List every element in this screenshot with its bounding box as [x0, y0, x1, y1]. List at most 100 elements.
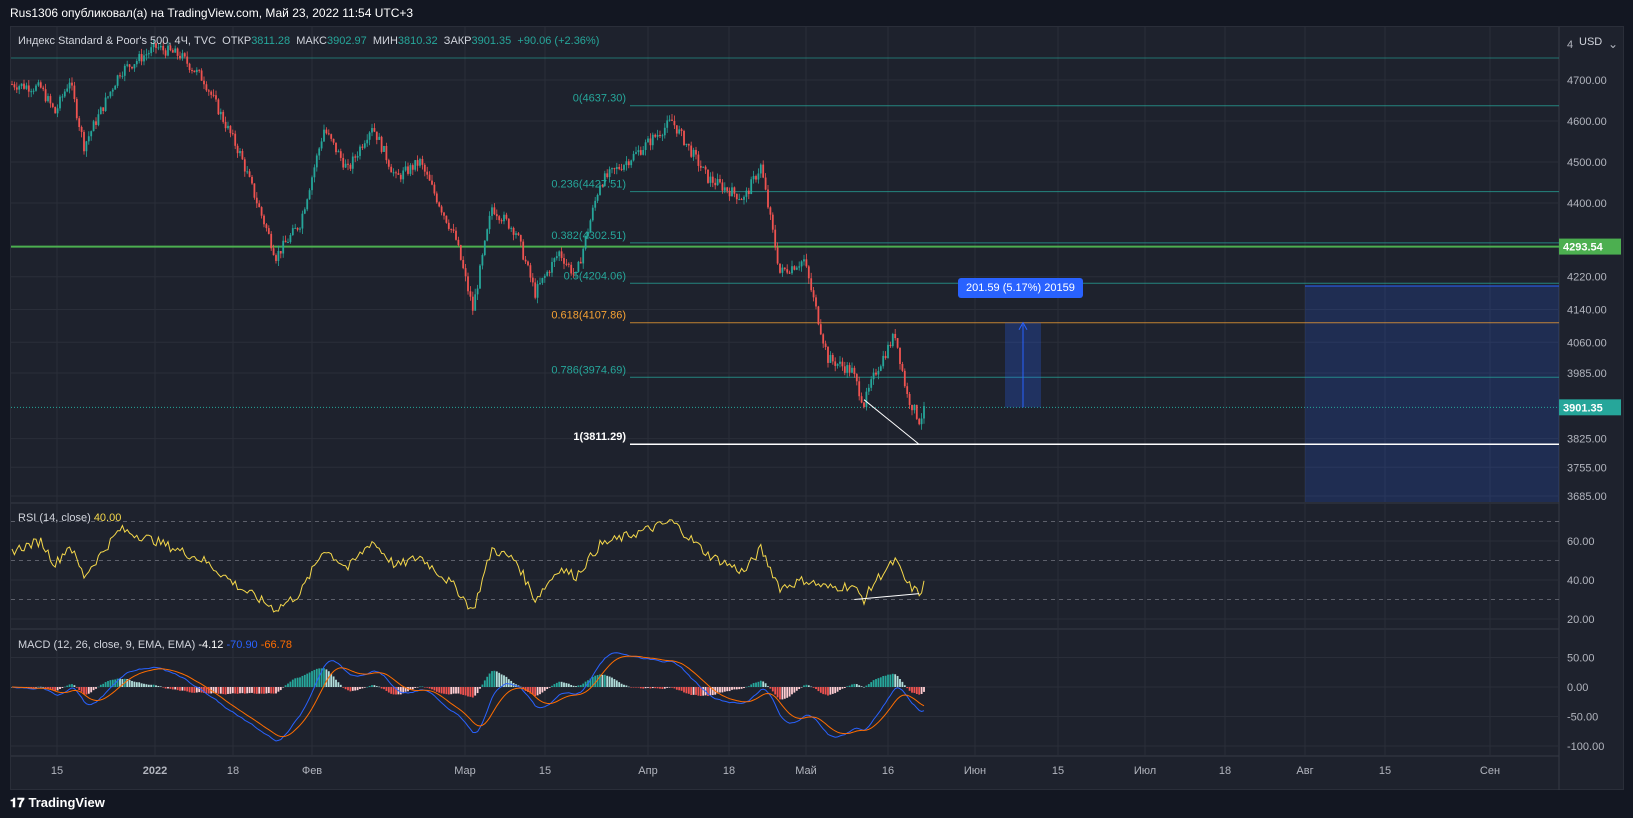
candle-body [560, 251, 563, 259]
currency-label[interactable]: USD [1579, 36, 1603, 48]
y-tick-label: 3985.00 [1567, 368, 1607, 380]
candle-body [73, 85, 76, 100]
macd-hist-bar [167, 687, 169, 689]
macd-hist-bar [611, 677, 613, 687]
macd-tick-label: 0.00 [1567, 682, 1588, 694]
candle-body [133, 64, 136, 69]
macd-hist-bar [354, 687, 357, 691]
legend-open: 3811.28 [251, 35, 291, 47]
candle-body [714, 182, 717, 186]
macd-hist-bar [236, 687, 239, 694]
candle-body [71, 82, 73, 86]
candle-body [853, 367, 856, 375]
macd-hist-bar [642, 687, 645, 689]
candle-body [239, 150, 241, 154]
candle-body [731, 187, 733, 197]
macd-hist-bar [92, 687, 95, 691]
macd-hist-bar [171, 687, 174, 690]
candle-body [399, 174, 402, 180]
candle-body [421, 158, 424, 165]
x-tick-label: Май [795, 765, 817, 777]
macd-hist-bar [815, 687, 817, 690]
candle-body [875, 372, 877, 375]
macd-hist-bar [906, 687, 909, 689]
macd-hist-bar [51, 687, 54, 690]
macd-hist-bar [668, 687, 671, 688]
macd-hist-bar [493, 670, 496, 687]
macd-hist-bar [150, 684, 153, 687]
macd-hist-bar [47, 687, 49, 689]
macd-hist-bar [483, 680, 486, 687]
macd-hist-bar [71, 684, 73, 687]
candle-body [726, 187, 729, 191]
macd-hist-bar [191, 687, 193, 693]
candle-body [282, 240, 285, 254]
candle-body [781, 267, 784, 273]
candle-body [707, 169, 709, 183]
macd-hist-bar [227, 687, 229, 694]
macd-hist-bar [817, 687, 820, 692]
macd-hist-bar [59, 687, 61, 690]
macd-hist-bar [807, 685, 810, 687]
candle-body [635, 152, 637, 154]
y-tick-label: 4600.00 [1567, 116, 1607, 128]
legend-high: 3902.97 [327, 35, 367, 47]
trend-line [863, 399, 920, 445]
macd-hist-bar [205, 687, 208, 694]
macd-hist-bar [555, 682, 558, 687]
candle-body [762, 164, 765, 178]
macd-hist-bar [450, 687, 453, 695]
x-tick-label: Июн [964, 765, 986, 777]
macd-hist-bar [563, 682, 565, 687]
candle-body [143, 55, 145, 62]
macd-hist-bar [164, 687, 167, 689]
macd-hist-bar [584, 681, 587, 687]
candle-body [495, 214, 498, 217]
candle-body [882, 355, 885, 367]
candle-body [426, 171, 429, 175]
candle-body [27, 85, 30, 92]
macd-hist-bar [435, 687, 438, 692]
macd-hist-bar [875, 679, 877, 687]
macd-hist-bar [630, 687, 633, 688]
macd-hist-bar [119, 678, 121, 687]
macd-hist-bar [565, 683, 568, 687]
candle-body [51, 103, 54, 107]
candle-body [270, 233, 273, 249]
candle-body [435, 193, 438, 203]
candle-body [543, 275, 546, 278]
macd-hist-bar [195, 687, 198, 693]
candle-body [18, 86, 21, 90]
candle-body [642, 149, 645, 155]
candle-body [68, 82, 71, 89]
candle-body [824, 343, 827, 347]
candle-body [188, 63, 191, 71]
candle-body [798, 266, 801, 268]
macd-hist-bar [531, 687, 534, 695]
macd-hist-bar [174, 687, 177, 690]
macd-hist-bar [872, 680, 875, 687]
macd-hist-bar [620, 683, 623, 687]
macd-hist-bar [299, 677, 301, 687]
chart-frame[interactable] [10, 26, 1624, 790]
candle-body [786, 269, 789, 273]
macd-hist-bar [325, 669, 328, 687]
macd-hist-bar [102, 683, 105, 687]
candle-body [527, 261, 529, 266]
candle-body [793, 266, 796, 270]
candle-body [627, 161, 630, 166]
macd-hist-bar [162, 687, 165, 688]
candle-body [819, 324, 822, 335]
macd-hist-bar [32, 687, 35, 688]
macd-hist-bar [865, 685, 868, 687]
macd-hist-bar [750, 684, 753, 687]
candle-body [723, 187, 726, 191]
macd-hist-bar [320, 668, 323, 687]
candle-body [771, 214, 774, 230]
measure-label[interactable]: 201.59 (5.17%) 20159 [958, 278, 1083, 298]
fib-level-label: 0(4637.30) [573, 93, 626, 105]
macd-hist-bar [644, 687, 647, 689]
tradingview-brand[interactable]: 𝟏𝟕 TradingView [10, 795, 105, 811]
candle-body [171, 50, 174, 53]
